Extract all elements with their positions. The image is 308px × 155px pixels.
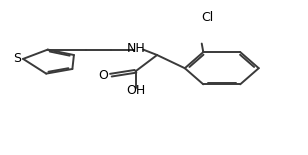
Text: Cl: Cl	[201, 11, 213, 24]
Text: O: O	[98, 69, 108, 82]
Text: OH: OH	[126, 84, 145, 97]
Text: S: S	[13, 52, 21, 65]
Text: NH: NH	[127, 42, 145, 55]
